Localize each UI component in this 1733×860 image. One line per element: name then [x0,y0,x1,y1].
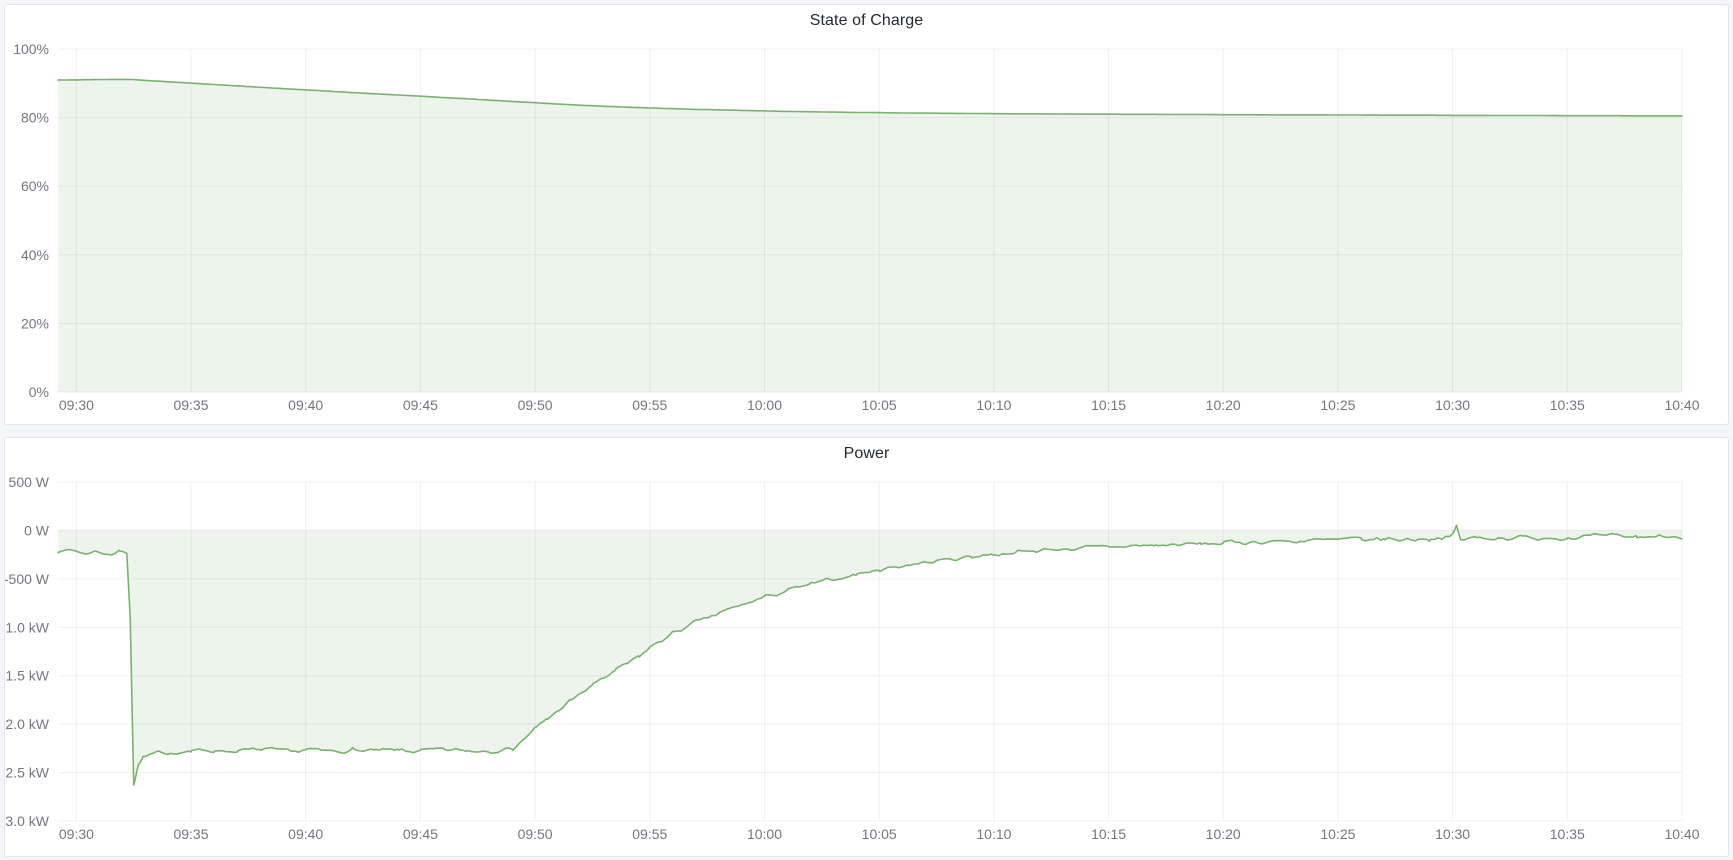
x-axis-tick-label: 09:40 [288,397,323,413]
x-axis-tick-label: 10:30 [1435,397,1470,413]
x-axis-tick-label: 10:20 [1206,397,1241,413]
x-axis-tick-label: 09:55 [632,826,667,842]
y-axis-tick-label: -3.0 kW [5,813,50,829]
y-axis-tick-label: -1.0 kW [5,619,50,635]
y-axis-tick-label: 0 W [24,522,50,538]
x-axis-tick-label: 10:00 [747,397,782,413]
y-axis-tick-label: 100% [13,41,49,57]
y-axis-tick-label: 80% [21,110,49,126]
soc-chart[interactable]: 100% 80% 60% 40% 20% 0% 09:30 09:35 09:40 09:45 09… [5,5,1728,424]
x-axis-tick-label: 10:15 [1091,397,1126,413]
grid-lines [58,481,1683,822]
x-axis-tick-label: 10:35 [1550,826,1585,842]
series-line [57,524,1683,786]
y-axis-tick-label: -2.5 kW [5,765,50,781]
axis-labels: 100% 80% 60% 40% 20% 0% 09:30 09:35 09:40 09:45 09… [13,41,1700,413]
x-axis-tick-label: 09:40 [288,826,323,842]
series-area-fill [58,525,1682,785]
x-axis-tick-label: 10:25 [1320,397,1355,413]
y-axis-tick-label: 20% [21,315,49,331]
x-axis-tick-label: 10:40 [1664,826,1699,842]
soc-panel-header[interactable]: State of Charge [5,5,1728,37]
x-axis-tick-label: 10:35 [1550,397,1585,413]
x-axis-tick-label: 09:50 [518,397,553,413]
x-axis-tick-label: 10:25 [1320,826,1355,842]
y-axis-tick-label: -1.5 kW [5,668,50,684]
x-axis-tick-label: 10:10 [976,397,1011,413]
soc-panel-title: State of Charge [809,12,924,29]
x-axis-tick-label: 10:15 [1091,826,1126,842]
y-axis-tick-label: 60% [21,178,49,194]
power-panel-header[interactable]: Power [5,438,1728,470]
y-axis-tick-label: 0% [29,384,49,400]
x-axis-tick-label: 09:45 [403,826,438,842]
state-of-charge-chart-svg: 100% 80% 60% 40% 20% 0% 09:30 09:35 09:40 09:45 09… [13,41,1700,413]
x-axis-tick-label: 10:40 [1664,397,1699,413]
x-axis-tick-label: 09:35 [173,397,208,413]
x-axis-tick-label: 10:00 [747,826,782,842]
y-axis-tick-label: -500 W [5,571,50,587]
power-panel-title: Power [843,445,890,462]
x-axis-tick-label: 09:55 [632,397,667,413]
series-area-fill [58,79,1682,393]
x-axis-tick-label: 09:35 [173,826,208,842]
x-axis-tick-label: 10:30 [1435,826,1470,842]
x-axis-tick-label: 09:45 [403,397,438,413]
x-axis-tick-label: 10:05 [862,397,897,413]
grid-lines [58,48,1683,393]
x-axis-tick-label: 10:10 [976,826,1011,842]
power-panel: 500 W 0 W -500 W -1.0 kW -1.5 kW -2.0 kW -2.5 … [4,437,1729,857]
x-axis-tick-label: 09:30 [59,826,94,842]
x-axis-tick-label: 09:50 [518,826,553,842]
y-axis-tick-label: -2.0 kW [5,716,50,732]
axis-labels: 500 W 0 W -500 W -1.0 kW -1.5 kW -2.0 kW -2.5 … [5,474,1700,842]
x-axis-tick-label: 10:05 [862,826,897,842]
soc-panel: 100% 80% 60% 40% 20% 0% 09:30 09:35 09:40 09:45 09… [4,4,1729,425]
y-axis-tick-label: 500 W [9,474,50,490]
x-axis-tick-label: 10:20 [1206,826,1241,842]
power-chart-svg: 500 W 0 W -500 W -1.0 kW -1.5 kW -2.0 kW -2.5 … [5,474,1700,842]
power-chart[interactable]: 500 W 0 W -500 W -1.0 kW -1.5 kW -2.0 kW -2.5 … [5,438,1728,856]
x-axis-tick-label: 09:30 [59,397,94,413]
series-line [57,78,1683,117]
y-axis-tick-label: 40% [21,247,49,263]
